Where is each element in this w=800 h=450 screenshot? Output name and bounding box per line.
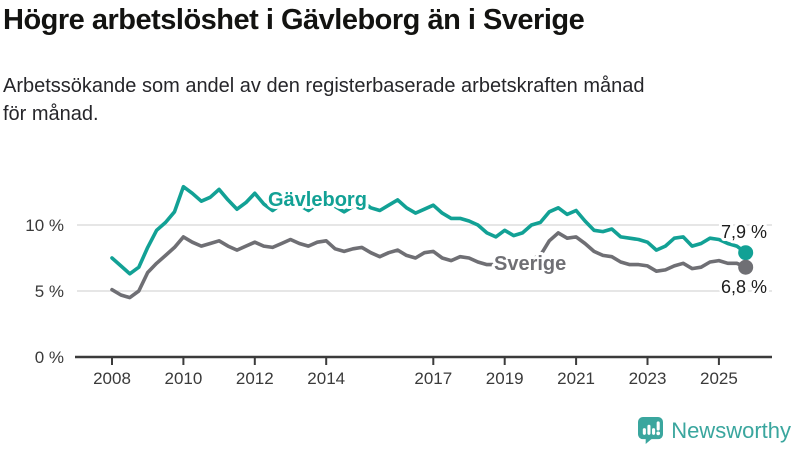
series-label: Gävleborg [268,189,367,211]
series-end-dot [738,259,754,275]
chart-subtitle: Arbetssökande som andel av den registerb… [3,72,645,128]
series-label: Sverige [494,253,566,275]
y-tick-label: 0 % [35,348,64,367]
x-tick-label: 2010 [164,369,202,388]
series-line [110,184,748,276]
x-tick-label: 2023 [629,369,667,388]
subtitle-line-1: Arbetssökande som andel av den registerb… [3,75,645,97]
x-tick-label: 2025 [700,369,738,388]
y-tick-label: 5 % [35,282,64,301]
series-line [110,231,748,300]
newsworthy-logo[interactable]: Newsworthy [638,417,791,444]
subtitle-line-2: för månad. [3,103,99,125]
end-value-label: 7,9 % [721,222,767,242]
page-title: Högre arbetslöshet i Gävleborg än i Sver… [3,4,585,36]
x-tick-label: 2012 [236,369,274,388]
newsworthy-wordmark: Newsworthy [671,417,791,443]
series-end-dot [738,245,754,261]
x-tick-label: 2008 [93,369,131,388]
x-tick-label: 2017 [414,369,452,388]
x-tick-label: 2021 [557,369,595,388]
x-tick-label: 2014 [307,369,345,388]
end-value-label: 6,8 % [721,277,767,297]
bar-chart-speech-bubble-icon [638,417,664,444]
x-tick-label: 2019 [486,369,524,388]
y-tick-label: 10 % [25,216,64,235]
